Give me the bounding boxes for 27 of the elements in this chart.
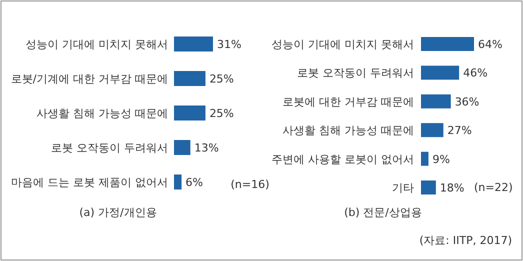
text: (n=16) [230,178,270,191]
y-tick-label: 로봇/기계에 대한 거부감 때문에 [10,72,168,86]
y-tick-label: 주변에 사용할 로봇이 없어서 [272,152,414,166]
y-tick-label: 성능이 기대에 미치지 못해서 [272,38,414,51]
data-label: 36% [454,95,480,108]
data-label: 25% [209,72,234,86]
y-tick-label: 로봇 오작동이 두려워서 [51,142,168,154]
data-label: 18% [440,182,464,194]
y-tick-label: 기타 [392,182,414,194]
text: (자료: IITP, 2017) [419,234,512,247]
data-label: 46% [463,66,488,80]
annotation: (n=22) [474,181,513,194]
y-tick-label: 성능이 기대에 미치지 못해서 [26,38,168,51]
y-tick-label: 마음에 드는 로봇 제품이 없어서 [11,176,168,189]
data-label: 6% [186,176,203,189]
data-label: 64% [478,38,502,51]
y-tick-label: 사생활 침해 가능성 때문에 [282,124,414,138]
text: (a) 가정/개인용 [79,206,157,219]
y-tick-label: 로봇에 대한 거부감 때문에 [282,95,414,108]
y-tick-label: 로봇 오작동이 두려워서 [297,66,414,80]
data-label: 31% [217,38,242,51]
data-label: 27% [447,124,472,138]
data-label: 25% [209,107,234,120]
y-tick-label: 사생활 침해 가능성 때문에 [36,107,168,120]
data-label: 9% [432,152,450,166]
data-label: 13% [194,142,219,154]
text: (b) 전문/상업용 [344,206,422,219]
